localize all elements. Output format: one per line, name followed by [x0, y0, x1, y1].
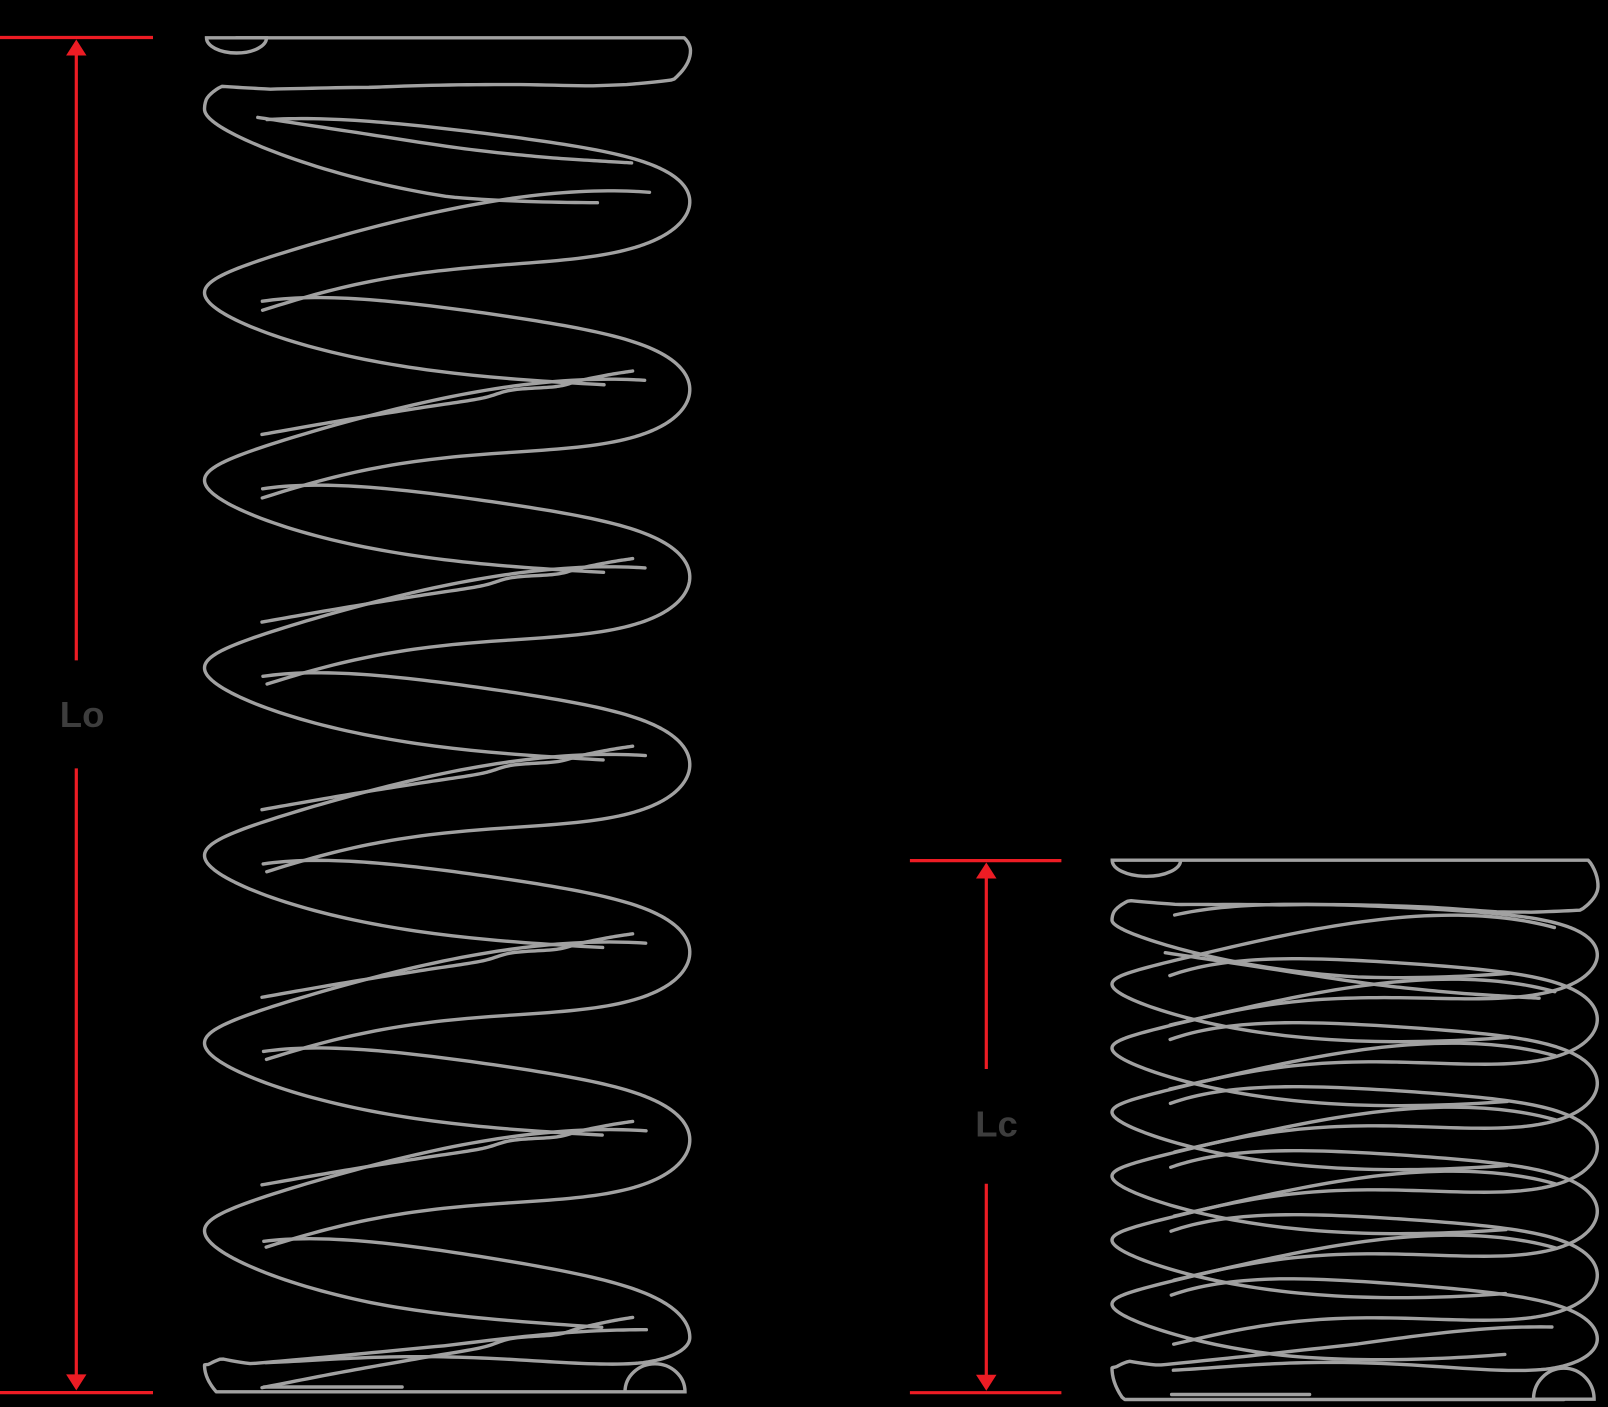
svg-text:Lc: Lc	[975, 1103, 1018, 1144]
svg-text:Lo: Lo	[60, 694, 105, 735]
